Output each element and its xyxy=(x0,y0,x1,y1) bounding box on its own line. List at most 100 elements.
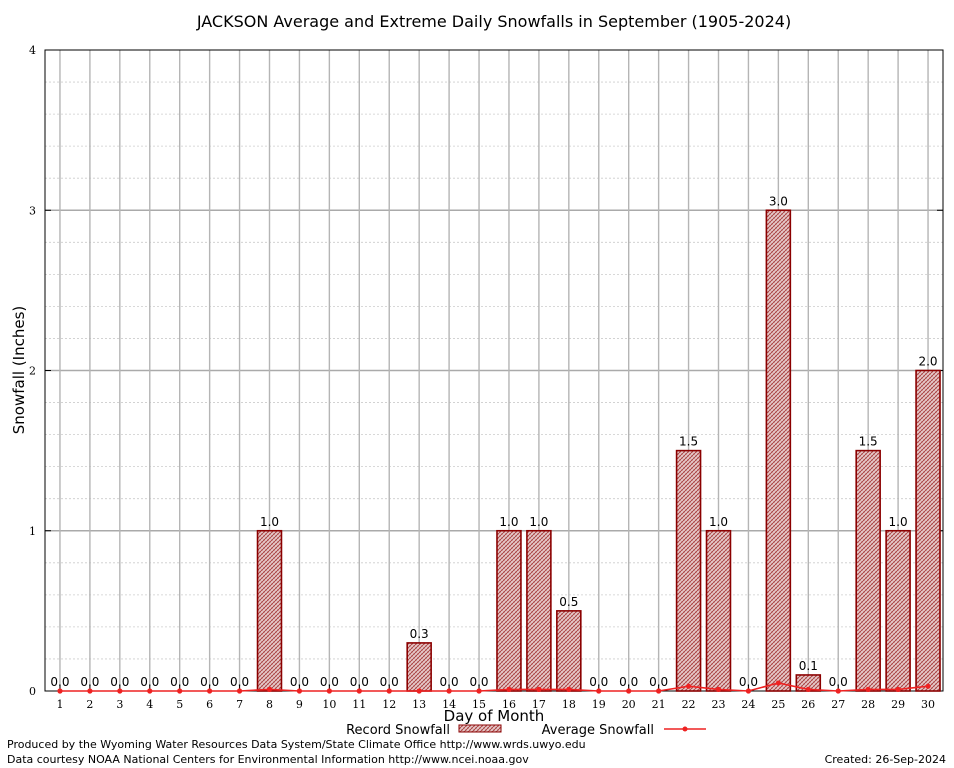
record-bar xyxy=(526,529,552,692)
x-tick-label: 21 xyxy=(652,698,666,711)
average-polyline xyxy=(59,682,929,692)
bar-value-label: 0.0 xyxy=(440,675,459,689)
average-point xyxy=(57,688,63,694)
x-tick-label: 10 xyxy=(322,698,336,711)
average-point xyxy=(656,688,662,694)
footer-created: Created: 26-Sep-2024 xyxy=(825,753,946,766)
average-point xyxy=(895,686,901,692)
x-tick-label: 25 xyxy=(771,698,785,711)
y-tick-label: 0 xyxy=(29,685,36,698)
record-bar xyxy=(556,610,582,692)
y-tick-label: 3 xyxy=(29,204,36,217)
record-bar xyxy=(855,449,881,692)
bar-value-label: 0.0 xyxy=(320,675,339,689)
legend-record-label: Record Snowfall xyxy=(346,723,450,738)
y-axis-label: Snowfall (Inches) xyxy=(10,306,28,434)
chart-title: JACKSON Average and Extreme Daily Snowfa… xyxy=(196,12,791,31)
bar-value-label: 2.0 xyxy=(918,355,937,369)
x-tick-label: 1 xyxy=(56,698,63,711)
x-tick-label: 11 xyxy=(352,698,366,711)
average-point xyxy=(266,686,273,692)
legend: Record Snowfall Average Snowfall xyxy=(346,723,706,738)
bar-value-label: 0.0 xyxy=(200,675,219,689)
x-tick-label: 13 xyxy=(412,698,426,711)
average-point xyxy=(715,686,722,692)
x-tick-label: 4 xyxy=(146,698,153,711)
bar-value-label: 1.0 xyxy=(889,515,908,529)
average-point xyxy=(476,688,482,694)
average-point xyxy=(236,688,243,694)
record-bar xyxy=(496,529,522,692)
average-point xyxy=(685,683,692,689)
bar-value-label: 0.0 xyxy=(739,675,758,689)
bar-value-label: 3.0 xyxy=(769,194,788,208)
bar-value-label: 0.5 xyxy=(559,595,578,609)
x-tick-label: 9 xyxy=(296,698,303,711)
x-tick-label: 30 xyxy=(921,698,935,711)
average-point xyxy=(416,688,422,694)
x-tick-label: 14 xyxy=(442,698,456,711)
bar-value-label: 0.1 xyxy=(799,659,818,673)
footer-courtesy: Data courtesy NOAA National Centers for … xyxy=(7,753,529,766)
bar-value-label: 1.5 xyxy=(859,435,878,449)
bar-value-label: 0.0 xyxy=(589,675,608,689)
x-axis-ticks: 1 2 3 4 5 6 7 8 9 10 11 12 13 14 15 16 17 18 19 20 21 22 23 24 2… xyxy=(56,686,935,711)
bar-value-label: 1.5 xyxy=(679,435,698,449)
record-bar xyxy=(915,369,941,692)
x-tick-label: 17 xyxy=(532,698,546,711)
x-tick-label: 23 xyxy=(712,698,726,711)
grid xyxy=(45,50,943,691)
bar-value-label: 0.3 xyxy=(410,627,429,641)
average-point xyxy=(147,688,153,694)
bar-value-label: 0.0 xyxy=(110,675,129,689)
x-tick-label: 29 xyxy=(891,698,905,711)
y-tick-label: 4 xyxy=(29,44,36,57)
x-tick-label: 12 xyxy=(382,698,396,711)
average-point xyxy=(356,688,362,694)
average-point xyxy=(386,688,392,694)
average-point xyxy=(117,688,123,694)
x-tick-label: 5 xyxy=(176,698,183,711)
record-bar xyxy=(256,529,283,692)
y-tick-label: 1 xyxy=(29,525,36,538)
x-tick-label: 18 xyxy=(562,698,576,711)
average-point xyxy=(87,688,93,694)
x-tick-label: 28 xyxy=(861,698,875,711)
average-point xyxy=(925,683,931,689)
x-tick-label: 26 xyxy=(801,698,815,711)
bar-labels: 0.0 0.0 0.0 0.0 0.0 0.0 0.0 1.0 0.0 0.0 0.0 0.0 0.3 0… xyxy=(50,194,937,689)
average-point xyxy=(596,688,602,694)
average-point xyxy=(536,686,542,692)
average-point xyxy=(326,688,332,694)
average-point xyxy=(835,688,841,694)
bar-value-label: 1.0 xyxy=(499,515,518,529)
record-bar xyxy=(765,209,792,692)
average-point xyxy=(865,686,871,692)
average-point xyxy=(805,686,811,692)
footer-produced-by: Produced by the Wyoming Water Resources … xyxy=(7,738,586,751)
average-point xyxy=(207,688,213,694)
bar-value-label: 0.0 xyxy=(350,675,369,689)
bar-value-label: 0.0 xyxy=(469,675,488,689)
bar-value-label: 1.0 xyxy=(260,515,279,529)
legend-average-marker xyxy=(682,726,688,732)
bar-value-label: 0.0 xyxy=(649,675,668,689)
record-bar xyxy=(406,642,432,692)
average-point xyxy=(177,688,183,694)
record-bars xyxy=(256,209,941,692)
bar-value-label: 0.0 xyxy=(619,675,638,689)
x-tick-label: 22 xyxy=(682,698,696,711)
bar-value-label: 0.0 xyxy=(380,675,399,689)
x-tick-label: 2 xyxy=(86,698,93,711)
x-tick-label: 6 xyxy=(206,698,213,711)
average-point xyxy=(506,686,512,692)
y-tick-label: 2 xyxy=(29,365,36,378)
legend-record-swatch xyxy=(458,724,502,733)
bar-value-label: 0.0 xyxy=(290,675,309,689)
x-tick-label: 15 xyxy=(472,698,486,711)
x-tick-label: 19 xyxy=(592,698,606,711)
average-point xyxy=(446,688,452,694)
x-tick-label: 24 xyxy=(741,698,755,711)
average-point xyxy=(745,688,752,694)
bar-value-label: 1.0 xyxy=(709,515,728,529)
